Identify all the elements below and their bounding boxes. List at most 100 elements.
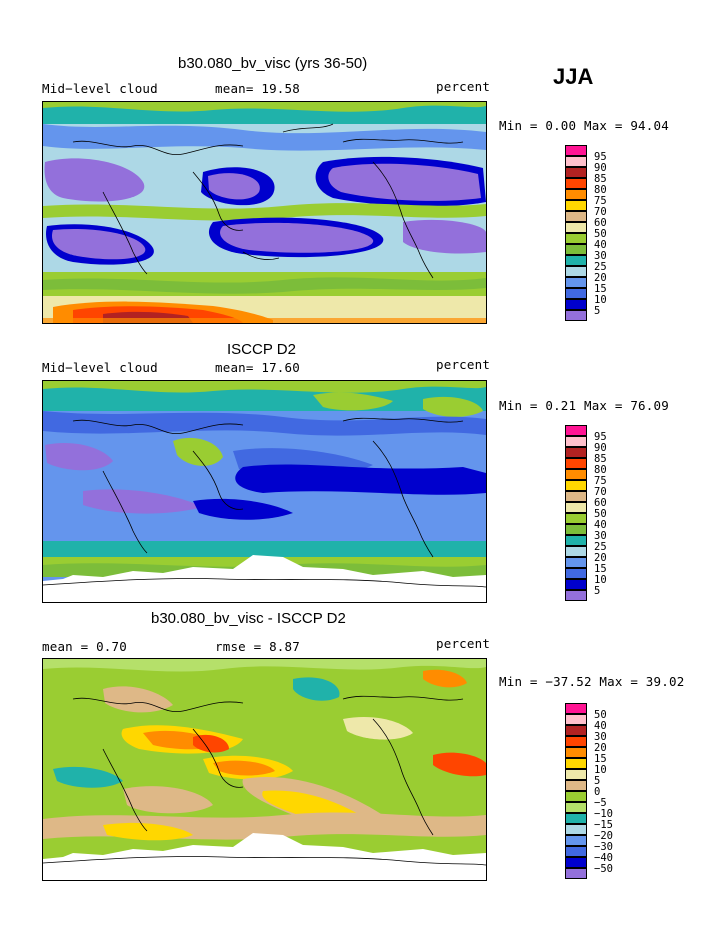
colorbar-swatch <box>565 145 587 156</box>
colorbar-label: 25 <box>594 260 607 273</box>
colorbar-label: −5 <box>594 796 607 809</box>
colorbar-label: −40 <box>594 851 613 864</box>
colorbar-swatch <box>565 222 587 233</box>
colorbar-swatch <box>565 244 587 255</box>
colorbar-swatch <box>565 178 587 189</box>
panel-2-mean-label: mean= 17.60 <box>215 360 300 375</box>
colorbar-label: −20 <box>594 829 613 842</box>
colorbar-label: 20 <box>594 551 607 564</box>
colorbar-label: 85 <box>594 172 607 185</box>
colorbar-swatch <box>565 513 587 524</box>
colorbar-label: 15 <box>594 282 607 295</box>
colorbar-label: −15 <box>594 818 613 831</box>
colorbar-label: 90 <box>594 441 607 454</box>
colorbar-label: 50 <box>594 708 607 721</box>
colorbar-label: 15 <box>594 752 607 765</box>
colorbar-swatch <box>565 791 587 802</box>
colorbar-swatch <box>565 802 587 813</box>
colorbar-label: 50 <box>594 507 607 520</box>
colorbar-swatch <box>565 447 587 458</box>
colorbar-swatch <box>565 458 587 469</box>
colorbar-swatch <box>565 780 587 791</box>
colorbar-label: 60 <box>594 496 607 509</box>
panel-2-units-label: percent <box>436 357 491 372</box>
colorbar-swatch <box>565 846 587 857</box>
colorbar-label: 20 <box>594 271 607 284</box>
colorbar-swatch <box>565 502 587 513</box>
panel-3-title: b30.080_bv_visc - ISCCP D2 <box>151 610 346 627</box>
colorbar-label: 10 <box>594 573 607 586</box>
colorbar-swatch <box>565 758 587 769</box>
colorbar-label: 5 <box>594 304 601 317</box>
colorbar-swatch <box>565 857 587 868</box>
colorbar-swatch <box>565 824 587 835</box>
colorbar-label: 70 <box>594 205 607 218</box>
colorbar-swatch <box>565 255 587 266</box>
colorbar-label: 40 <box>594 719 607 732</box>
colorbar-label: −50 <box>594 862 613 875</box>
colorbar-swatch <box>565 579 587 590</box>
colorbar-label: 5 <box>594 774 601 787</box>
colorbar-label: 95 <box>594 430 607 443</box>
colorbar-label: 70 <box>594 485 607 498</box>
panel-3-minmax: Min = −37.52 Max = 39.02 <box>499 674 685 689</box>
colorbar-swatch <box>565 189 587 200</box>
colorbar-label: 20 <box>594 741 607 754</box>
colorbar-label: 60 <box>594 216 607 229</box>
colorbar-label: −30 <box>594 840 613 853</box>
colorbar-swatch <box>565 200 587 211</box>
colorbar-swatch <box>565 736 587 747</box>
panel-1-mean-label: mean= 19.58 <box>215 81 300 96</box>
colorbar-swatch <box>565 546 587 557</box>
panel-3-map <box>42 658 487 881</box>
colorbar-swatch <box>565 769 587 780</box>
colorbar-label: 50 <box>594 227 607 240</box>
colorbar-swatch <box>565 568 587 579</box>
panel-2-minmax: Min = 0.21 Max = 76.09 <box>499 398 669 413</box>
colorbar-swatch <box>565 557 587 568</box>
colorbar-swatch <box>565 299 587 310</box>
colorbar-swatch <box>565 813 587 824</box>
colorbar-swatch <box>565 725 587 736</box>
colorbar-swatch <box>565 167 587 178</box>
colorbar-swatch <box>565 835 587 846</box>
colorbar-swatch <box>565 310 587 321</box>
colorbar-label: 5 <box>594 584 601 597</box>
colorbar-label: 75 <box>594 474 607 487</box>
colorbar-swatch <box>565 425 587 436</box>
colorbar-label: 95 <box>594 150 607 163</box>
colorbar-label: 30 <box>594 529 607 542</box>
colorbar-label: −10 <box>594 807 613 820</box>
colorbar-label: 40 <box>594 518 607 531</box>
panel-1-units-label: percent <box>436 79 491 94</box>
panel-1-map <box>42 101 487 324</box>
panel-3-units-label: percent <box>436 636 491 651</box>
colorbar-label: 30 <box>594 249 607 262</box>
colorbar-swatch <box>565 703 587 714</box>
colorbar-swatch <box>565 436 587 447</box>
colorbar-label: 75 <box>594 194 607 207</box>
colorbar-swatch <box>565 266 587 277</box>
panel-2-title: ISCCP D2 <box>227 341 296 358</box>
colorbar-swatch <box>565 277 587 288</box>
panel-1-variable-label: Mid−level cloud <box>42 81 158 96</box>
colorbar-swatch <box>565 524 587 535</box>
colorbar-swatch <box>565 590 587 601</box>
panel-3-mean-label: mean = 0.70 <box>42 639 127 654</box>
colorbar-swatch <box>565 480 587 491</box>
colorbar-swatch <box>565 714 587 725</box>
colorbar-label: 25 <box>594 540 607 553</box>
colorbar-swatch <box>565 469 587 480</box>
colorbar-swatch <box>565 156 587 167</box>
colorbar-label: 10 <box>594 763 607 776</box>
colorbar-swatch <box>565 491 587 502</box>
season-label: JJA <box>553 64 594 89</box>
colorbar-label: 80 <box>594 183 607 196</box>
panel-2-map <box>42 380 487 603</box>
colorbar-label: 0 <box>594 785 601 798</box>
colorbar-swatch <box>565 535 587 546</box>
panel-1-minmax: Min = 0.00 Max = 94.04 <box>499 118 669 133</box>
colorbar-swatch <box>565 288 587 299</box>
colorbar-label: 15 <box>594 562 607 575</box>
colorbar-label: 30 <box>594 730 607 743</box>
